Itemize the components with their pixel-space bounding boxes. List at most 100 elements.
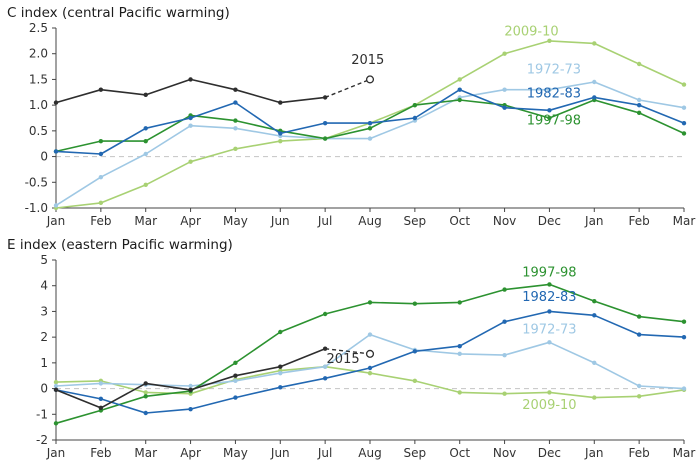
marker-1972-73 [233, 379, 238, 384]
marker-2015 [278, 364, 283, 370]
marker-2009-10 [547, 390, 552, 396]
series-line-2015 [55, 78, 326, 104]
x-tick-label: Apr [180, 214, 201, 228]
marker-2015 [188, 388, 193, 393]
marker-1982-83 [278, 131, 283, 136]
x-tick-label: Feb [629, 214, 650, 228]
marker-1972-73 [53, 203, 59, 208]
marker-2015 [53, 388, 59, 393]
marker-1972-73 [592, 79, 597, 85]
series-label-1972-73: 1972-73 [522, 323, 576, 338]
marker-1972-73 [547, 87, 552, 93]
marker-1982-83 [367, 366, 373, 371]
x-tick-label: Jul [317, 214, 332, 228]
marker-1982-83 [367, 121, 373, 126]
y-tick-label: 3 [40, 305, 48, 319]
marker-1997-98 [233, 118, 238, 123]
marker-1972-73 [188, 384, 193, 389]
series-label-2009-10: 2009-10 [504, 25, 558, 40]
series-label-2015: 2015 [351, 53, 384, 68]
marker-2009-10 [457, 390, 462, 396]
series-line-2015 [55, 348, 326, 410]
marker-1997-98 [367, 126, 373, 131]
y-tick-label: -1.0 [25, 201, 48, 215]
marker-1982-83 [592, 95, 597, 100]
x-tick-label: Oct [449, 446, 470, 460]
x-tick-label: Apr [180, 446, 201, 460]
marker-1972-73 [502, 87, 507, 93]
marker-1997-98 [98, 139, 104, 144]
marker-1982-83 [502, 319, 507, 325]
marker-1972-73 [547, 340, 552, 345]
x-tick-label: Jun [270, 214, 290, 228]
marker-1972-73 [592, 361, 597, 366]
marker-1982-83 [592, 313, 597, 318]
y-tick-label: 4 [40, 279, 48, 293]
x-tick-label: Nov [493, 446, 516, 460]
marker-1997-98 [636, 314, 642, 320]
marker-1982-83 [53, 149, 59, 154]
marker-1972-73 [681, 105, 687, 111]
x-tick-label: Jan [584, 214, 604, 228]
x-tick-label: Jan [46, 446, 66, 460]
y-tick-label: 0 [40, 382, 48, 396]
marker-1972-73 [143, 151, 148, 157]
marker-1997-98 [502, 287, 507, 293]
marker-2009-10 [681, 82, 687, 87]
series-line-1972-73 [55, 334, 685, 390]
x-tick-label: Aug [358, 446, 381, 460]
marker-1982-83 [98, 151, 104, 157]
marker-2015 [233, 373, 238, 379]
marker-1982-83 [143, 411, 148, 416]
series-label-2015: 2015 [327, 352, 360, 367]
y-tick-label: 2 [40, 331, 48, 345]
x-tick-label: Mar [134, 446, 157, 460]
marker-1997-98 [412, 103, 418, 108]
marker-2009-10 [592, 395, 597, 401]
series-line-1972-73 [55, 81, 685, 207]
y-tick-label: 1 [40, 356, 48, 370]
marker-1982-83 [188, 115, 193, 121]
series-label-1982-83: 1982-83 [527, 87, 581, 102]
forecast-segment-2015 [325, 348, 371, 355]
y-tick-label: 2.5 [29, 21, 48, 35]
y-tick-label: 1.0 [29, 98, 48, 112]
marker-1972-73 [457, 352, 462, 357]
y-tick-label: 0.5 [29, 124, 48, 138]
x-tick-label: Feb [629, 446, 650, 460]
marker-2009-10 [278, 139, 283, 144]
series-label-1982-83: 1982-83 [522, 291, 576, 306]
marker-1997-98 [412, 301, 418, 307]
marker-1972-73 [502, 353, 507, 358]
x-tick-label: Mar [673, 214, 696, 228]
marker-1982-83 [457, 87, 462, 93]
marker-2009-10 [457, 77, 462, 82]
marker-2015 [98, 406, 104, 411]
marker-1997-98 [457, 97, 462, 103]
x-tick-label: Sep [404, 214, 427, 228]
marker-2009-10 [502, 51, 507, 57]
marker-1997-98 [367, 300, 373, 306]
y-tick-label: -0.5 [25, 175, 48, 189]
marker-2015 [322, 95, 328, 100]
marker-2015 [233, 87, 238, 93]
marker-1982-83 [98, 397, 104, 402]
marker-2009-10 [367, 371, 373, 376]
marker-1972-73 [367, 332, 373, 338]
marker-2009-10 [412, 379, 418, 384]
marker-1972-73 [636, 384, 642, 389]
marker-1997-98 [636, 110, 642, 116]
forecast-marker-2015 [365, 75, 375, 84]
forecast-segment-2015 [324, 78, 371, 99]
marker-1997-98 [143, 139, 148, 144]
x-tick-label: Dec [538, 214, 561, 228]
marker-1997-98 [547, 115, 552, 121]
x-tick-label: Mar [134, 214, 157, 228]
marker-1982-83 [412, 349, 418, 354]
forecast-marker-2015 [365, 350, 375, 359]
y-tick-label: 0 [40, 150, 48, 164]
marker-1982-83 [322, 376, 328, 381]
marker-2009-10 [53, 380, 59, 385]
marker-1982-83 [547, 108, 552, 113]
